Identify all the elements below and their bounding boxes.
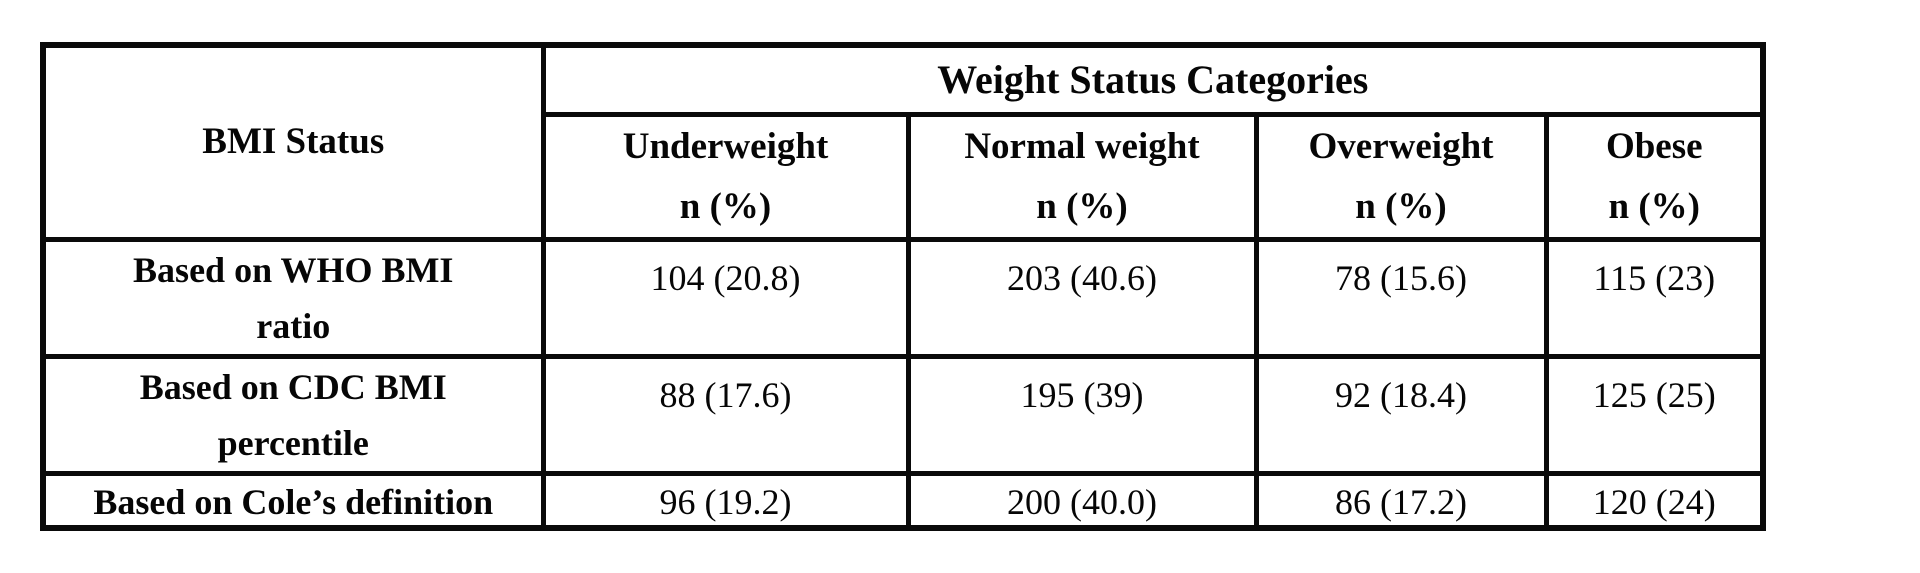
cell-cole-underweight: 96 (19.2)	[540, 470, 911, 531]
cell-cdc-overweight: 92 (18.4)	[1253, 353, 1549, 476]
cell-who-underweight: 104 (20.8)	[540, 236, 911, 359]
bmi-weight-status-table: BMI Status Weight Status Categories Unde…	[40, 42, 1766, 531]
cell-who-normal-weight: 203 (40.6)	[905, 236, 1259, 359]
table-row-coles-definition: Based on Cole’s definition 96 (19.2) 200…	[40, 470, 1766, 531]
row-label-cdc-bmi-percentile: Based on CDC BMI percentile	[40, 353, 546, 476]
header-row-columns: Underweight n (%) Normal weight n (%) Ov…	[43, 111, 1766, 242]
table-row-who-bmi-ratio: Based on WHO BMI ratio 104 (20.8) 203 (4…	[40, 236, 1766, 359]
cell-cdc-underweight: 88 (17.6)	[540, 353, 911, 476]
corner-header-bmi-status: BMI Status	[40, 42, 546, 242]
cell-cdc-obese: 125 (25)	[1543, 353, 1766, 476]
cell-cdc-normal-weight: 195 (39)	[905, 353, 1259, 476]
column-header-obese: Obese n (%)	[1543, 111, 1766, 242]
cell-cole-obese: 120 (24)	[1543, 470, 1766, 531]
row-label-who-bmi-ratio: Based on WHO BMI ratio	[40, 236, 546, 359]
cell-cole-overweight: 86 (17.2)	[1253, 470, 1549, 531]
table-row-cdc-bmi-percentile: Based on CDC BMI percentile 88 (17.6) 19…	[40, 353, 1766, 476]
cell-who-overweight: 78 (15.6)	[1253, 236, 1549, 359]
row-label-coles-definition: Based on Cole’s definition	[40, 470, 546, 531]
column-header-overweight: Overweight n (%)	[1253, 111, 1549, 242]
cell-who-obese: 115 (23)	[1543, 236, 1766, 359]
header-row-group: BMI Status Weight Status Categories	[40, 42, 1766, 242]
group-header-weight-status-categories: Weight Status Categories	[540, 42, 1766, 117]
column-header-normal-weight: Normal weight n (%)	[905, 111, 1259, 242]
cell-cole-normal-weight: 200 (40.0)	[905, 470, 1259, 531]
column-header-underweight: Underweight n (%)	[540, 111, 911, 242]
